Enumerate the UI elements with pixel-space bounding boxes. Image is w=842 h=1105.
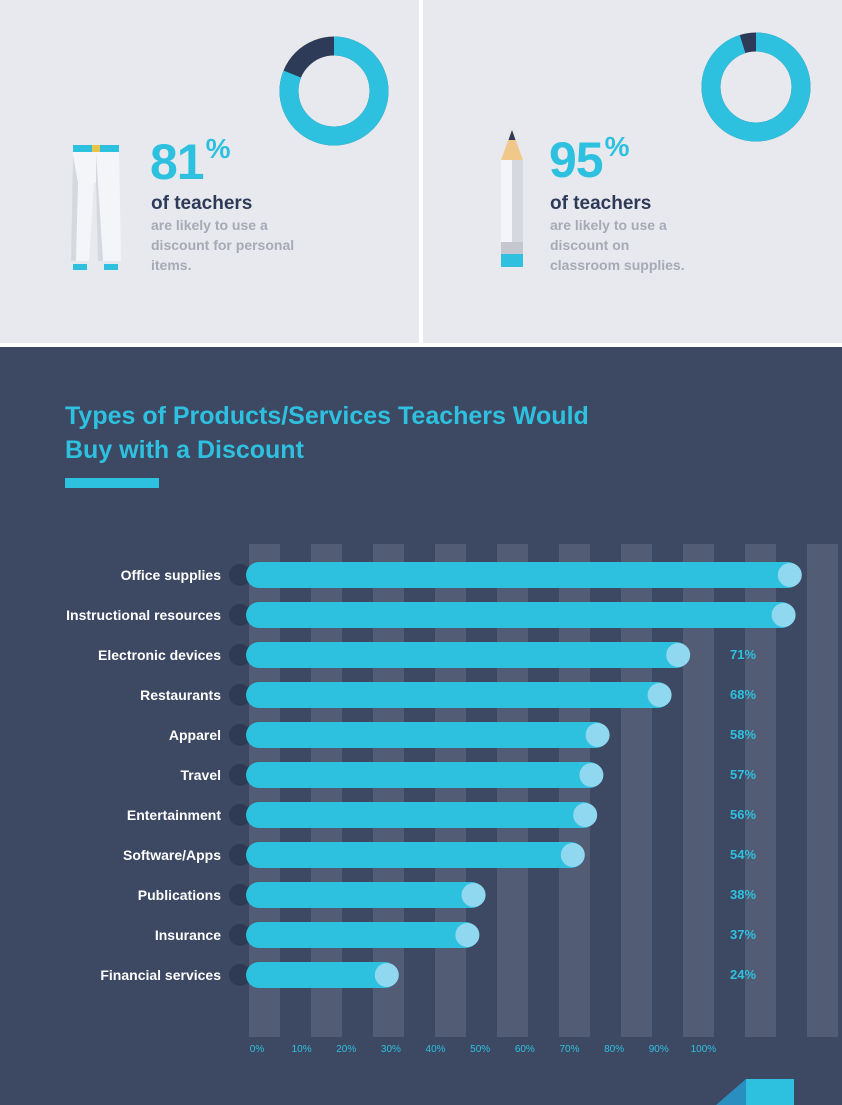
category-label: Office supplies xyxy=(120,567,221,583)
x-tick-label: 50% xyxy=(470,1044,491,1055)
bar-chart-section: Types of Products/Services Teachers Woul… xyxy=(0,347,842,1105)
value-label: 38% xyxy=(730,887,757,902)
bar-end-knob xyxy=(647,683,672,707)
bar-track-dot xyxy=(229,564,251,586)
corner-decoration xyxy=(746,1079,794,1105)
category-label: Software/Apps xyxy=(122,847,221,863)
bar-track-dot xyxy=(229,924,251,946)
stat-description: are likely to use a discount for persona… xyxy=(151,217,295,273)
value-label: 37% xyxy=(730,927,757,942)
donut-chart-personal xyxy=(279,36,389,146)
x-tick-label: 100% xyxy=(690,1044,717,1055)
bar-end-knob xyxy=(585,723,610,747)
value-label: 71% xyxy=(730,647,757,662)
bar xyxy=(246,722,609,748)
title-underline xyxy=(65,478,159,488)
bar-track-dot xyxy=(229,764,251,786)
bar xyxy=(246,962,398,988)
bar-end-knob xyxy=(374,963,399,987)
bar-end-knob xyxy=(560,843,585,867)
donut-arc-classroom xyxy=(701,32,811,142)
bar-track-dot xyxy=(229,684,251,706)
bar-track-dot xyxy=(229,964,251,986)
category-label: Electronic devices xyxy=(98,647,221,663)
category-label: Publications xyxy=(137,887,221,903)
bar-track-dot xyxy=(229,844,251,866)
value-label: 58% xyxy=(730,727,757,742)
x-tick-label: 60% xyxy=(514,1044,535,1055)
bar-end-knob xyxy=(455,923,480,947)
category-label: Restaurants xyxy=(140,687,221,703)
bar-end-knob xyxy=(771,603,796,627)
bar-chart xyxy=(229,544,838,1037)
bar xyxy=(246,842,584,868)
bar xyxy=(246,762,603,788)
bar xyxy=(246,602,795,628)
bar xyxy=(246,682,671,708)
x-tick-label: 10% xyxy=(291,1044,312,1055)
stat-panel-classroom: 95% of teachers are likely to use a disc… xyxy=(423,0,842,343)
value-label: 88% xyxy=(730,607,757,622)
bar-end-knob xyxy=(579,763,604,787)
bar-track-dot xyxy=(229,644,251,666)
category-label: Insurance xyxy=(154,927,221,943)
bar-end-knob xyxy=(573,803,598,827)
category-label: Apparel xyxy=(168,727,221,743)
stat-subhead: of teachers xyxy=(550,193,652,214)
stat-subhead: of teachers xyxy=(151,193,253,214)
bar-track-dot xyxy=(229,604,251,626)
bar-end-knob xyxy=(461,883,486,907)
bar-track-dot xyxy=(229,884,251,906)
pencil-icon xyxy=(501,130,523,267)
donut-chart-classroom xyxy=(701,32,811,142)
category-label: Entertainment xyxy=(126,807,221,823)
category-label: Travel xyxy=(180,767,221,783)
x-tick-label: 80% xyxy=(604,1044,625,1055)
stat-panel-personal: 81% of teachers are likely to use a disc… xyxy=(0,0,419,343)
x-tick-label: 40% xyxy=(425,1044,446,1055)
chart-title: Types of Products/Services Teachers Woul… xyxy=(65,402,589,464)
x-tick-label: 90% xyxy=(648,1044,669,1055)
x-tick-label: 70% xyxy=(559,1044,580,1055)
value-label: 54% xyxy=(730,847,757,862)
corner-decoration-shadow xyxy=(716,1079,746,1105)
stat-percent: 95% xyxy=(549,131,630,188)
category-label: Instructional resources xyxy=(66,607,221,623)
stat-percent: 81% xyxy=(150,133,231,190)
bar-end-knob xyxy=(666,643,691,667)
grid-column xyxy=(807,544,838,1037)
pants-icon xyxy=(71,145,121,270)
bar xyxy=(246,802,597,828)
bar xyxy=(246,882,485,908)
bar-end-knob xyxy=(777,563,802,587)
donut-arc-personal xyxy=(279,36,389,146)
value-label: 57% xyxy=(730,767,757,782)
category-label: Financial services xyxy=(100,967,221,983)
x-tick-label: 30% xyxy=(380,1044,401,1055)
x-tick-label: 0% xyxy=(249,1044,265,1055)
value-label: 89% xyxy=(730,567,757,582)
bar xyxy=(246,562,801,588)
bar-track-dot xyxy=(229,804,251,826)
stat-description: are likely to use a discount on classroo… xyxy=(550,217,685,273)
value-label: 68% xyxy=(730,687,757,702)
bar xyxy=(246,922,479,948)
bar-track-dot xyxy=(229,724,251,746)
value-label: 56% xyxy=(730,807,757,822)
value-label: 24% xyxy=(730,967,757,982)
x-tick-label: 20% xyxy=(336,1044,357,1055)
bar xyxy=(246,642,690,668)
